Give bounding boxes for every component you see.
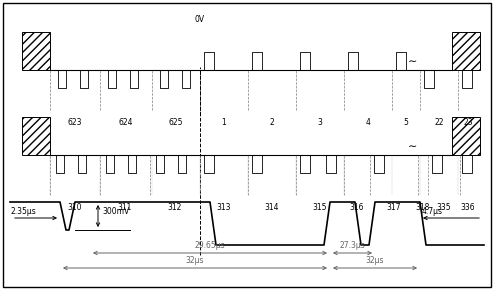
Text: 27.3μs: 27.3μs <box>340 241 366 250</box>
Bar <box>22 32 50 70</box>
Text: 312: 312 <box>168 203 182 212</box>
Text: 300mV: 300mV <box>102 208 129 217</box>
Text: 23: 23 <box>463 118 473 127</box>
Text: 32μs: 32μs <box>366 256 384 265</box>
Text: 310: 310 <box>68 203 82 212</box>
Text: 313: 313 <box>217 203 231 212</box>
Text: 311: 311 <box>118 203 132 212</box>
Text: ∼: ∼ <box>408 142 416 152</box>
Text: 318: 318 <box>416 203 430 212</box>
Text: 4: 4 <box>366 118 370 127</box>
Text: 2.35μs: 2.35μs <box>10 208 36 217</box>
Text: 624: 624 <box>119 118 133 127</box>
Text: 32μs: 32μs <box>186 256 204 265</box>
Text: 2: 2 <box>270 118 274 127</box>
Bar <box>452 32 480 70</box>
Bar <box>22 117 50 155</box>
Text: 317: 317 <box>387 203 401 212</box>
Text: 336: 336 <box>461 203 475 212</box>
Text: 4.7μs: 4.7μs <box>422 208 443 217</box>
Text: 625: 625 <box>169 118 183 127</box>
Text: 29.65μs: 29.65μs <box>195 241 225 250</box>
Text: 22: 22 <box>434 118 444 127</box>
Text: 335: 335 <box>437 203 452 212</box>
Bar <box>452 117 480 155</box>
Text: 315: 315 <box>313 203 327 212</box>
Text: 623: 623 <box>68 118 82 127</box>
Text: 3: 3 <box>318 118 323 127</box>
Text: 1: 1 <box>222 118 226 127</box>
Text: 0V: 0V <box>195 15 205 24</box>
Text: ∼: ∼ <box>408 57 416 67</box>
Text: 314: 314 <box>265 203 279 212</box>
Text: 316: 316 <box>350 203 364 212</box>
Text: 5: 5 <box>404 118 409 127</box>
